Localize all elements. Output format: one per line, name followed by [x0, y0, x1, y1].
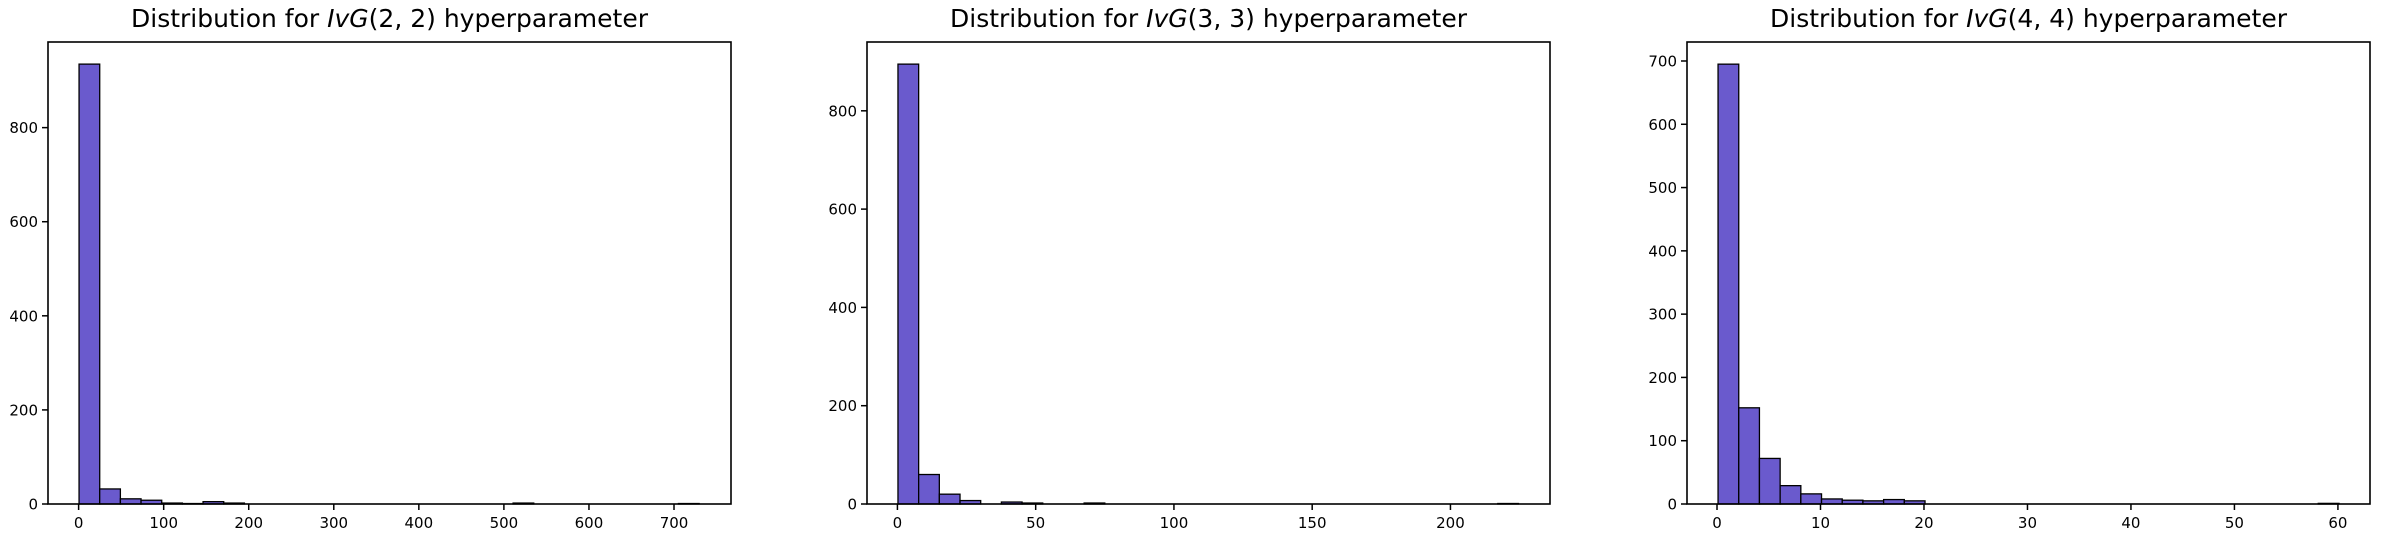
x-tick-label: 0 — [74, 514, 84, 532]
x-tick-label: 10 — [1811, 514, 1830, 532]
histogram-bar — [938, 493, 961, 505]
title-math-text: IvG — [1146, 4, 1188, 33]
x-tick-label: 200 — [1436, 514, 1465, 532]
title-math-text: IvG — [1966, 4, 2008, 33]
title-suffix: hyperparameter — [1254, 4, 1467, 33]
x-tick-label: 200 — [234, 514, 263, 532]
title-suffix: hyperparameter — [2074, 4, 2287, 33]
title-suffix: hyperparameter — [435, 4, 648, 33]
y-tick-label: 800 — [9, 119, 38, 137]
y-tick-label: 800 — [828, 102, 857, 120]
x-tick-label: 0 — [1712, 514, 1722, 532]
y-tick-label: 600 — [9, 213, 38, 231]
y-tick-label: 600 — [828, 201, 857, 219]
histogram-bar — [1800, 493, 1823, 505]
y-tick-label: 400 — [828, 299, 857, 317]
x-tick-label: 30 — [2018, 514, 2037, 532]
x-tick-label: 700 — [660, 514, 689, 532]
y-tick-label: 500 — [1648, 179, 1677, 197]
x-tick-label: 50 — [1026, 514, 1045, 532]
x-tick-label: 400 — [405, 514, 434, 532]
x-tick-label: 600 — [575, 514, 604, 532]
histogram-bar — [1717, 63, 1740, 505]
y-tick-label: 100 — [1648, 432, 1677, 450]
title-args: (4, 4) — [2007, 4, 2075, 33]
y-tick-label: 200 — [828, 397, 857, 415]
histogram-subplot-1: 0 50 100 150 200 0 200 400 600 800 — [828, 41, 1551, 532]
title-args: (2, 2) — [368, 4, 436, 33]
x-tick-label: 150 — [1298, 514, 1327, 532]
chart-title-ivg-3-3: Distribution for IvG(3, 3) hyperparamete… — [867, 4, 1550, 33]
axes-spines — [1686, 41, 2371, 505]
x-tick-label: 100 — [149, 514, 178, 532]
x-tick-label: 50 — [2225, 514, 2244, 532]
histogram-bar — [1738, 407, 1761, 505]
axes-spines — [866, 41, 1551, 505]
y-tick-label: 300 — [1648, 306, 1677, 324]
x-tick-label: 40 — [2121, 514, 2140, 532]
x-tick-label: 20 — [1914, 514, 1933, 532]
histogram-subplot-0: 0 100 200 300 400 500 600 700 0 200 400 600 800 — [9, 41, 732, 532]
x-tick-label: 60 — [2328, 514, 2347, 532]
title-args: (3, 3) — [1187, 4, 1255, 33]
y-tick-label: 400 — [9, 307, 38, 325]
title-text: Distribution for — [131, 4, 328, 33]
chart-title-ivg-4-4: Distribution for IvG(4, 4) hyperparamete… — [1687, 4, 2370, 33]
x-tick-label: 300 — [319, 514, 348, 532]
y-tick-label: 0 — [847, 496, 857, 514]
y-tick-label: 600 — [1648, 116, 1677, 134]
axes-spines — [47, 41, 732, 505]
y-tick-label: 0 — [1667, 496, 1677, 514]
title-text: Distribution for — [1770, 4, 1967, 33]
x-tick-label: 100 — [1160, 514, 1189, 532]
title-text: Distribution for — [950, 4, 1147, 33]
title-math-text: IvG — [327, 4, 369, 33]
y-tick-label: 400 — [1648, 242, 1677, 260]
chart-title-ivg-2-2: Distribution for IvG(2, 2) hyperparamete… — [48, 4, 731, 33]
histogram-bar — [897, 63, 920, 505]
y-tick-label: 200 — [1648, 369, 1677, 387]
histogram-bar — [1779, 484, 1802, 505]
x-tick-label: 500 — [490, 514, 519, 532]
histogram-bar — [99, 488, 122, 505]
histogram-bar — [1758, 457, 1781, 505]
y-tick-label: 0 — [28, 496, 38, 514]
x-tick-label: 0 — [893, 514, 903, 532]
y-tick-label: 200 — [9, 401, 38, 419]
histogram-bar — [78, 63, 101, 505]
histogram-bar — [918, 473, 940, 505]
y-tick-label: 700 — [1648, 52, 1677, 70]
